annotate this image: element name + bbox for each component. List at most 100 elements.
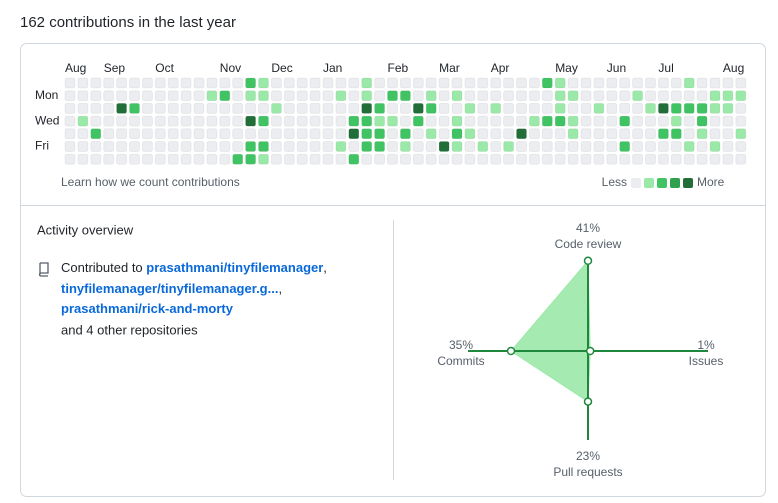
day-cell — [464, 128, 476, 140]
day-cell — [90, 115, 102, 127]
repo-link[interactable]: prasathmani/tinyfilemanager — [146, 260, 323, 275]
day-cell — [438, 153, 450, 165]
day-cell — [503, 77, 515, 89]
day-cell — [490, 102, 502, 114]
month-label: May — [555, 61, 578, 75]
day-cell — [64, 128, 76, 140]
day-cell — [593, 102, 605, 114]
day-cell — [64, 77, 76, 89]
day-cell — [270, 128, 282, 140]
day-cell — [361, 153, 373, 165]
day-cell — [477, 102, 489, 114]
day-cell — [309, 115, 321, 127]
day-cell — [387, 115, 398, 127]
day-cell — [696, 128, 708, 140]
day-cell — [348, 102, 360, 114]
day-cell — [722, 102, 734, 114]
day-cell — [399, 128, 411, 140]
day-cell — [735, 141, 747, 152]
day-cell — [619, 153, 631, 165]
day-cell — [554, 128, 566, 140]
day-cell — [477, 153, 489, 165]
day-cell — [154, 77, 166, 89]
day-cell — [219, 141, 231, 152]
day-cell — [425, 102, 437, 114]
day-cell — [412, 128, 424, 140]
day-cell — [438, 102, 450, 114]
repo-icon — [38, 262, 49, 277]
day-cell — [722, 128, 734, 140]
day-cell — [516, 128, 527, 140]
day-cell — [619, 90, 631, 102]
radar-category-label: Issues — [689, 354, 724, 368]
day-cell — [219, 153, 231, 165]
day-cell — [141, 153, 153, 165]
day-cell — [451, 102, 463, 114]
day-cell — [670, 102, 682, 114]
day-cell — [425, 90, 437, 102]
radar-point — [506, 346, 516, 356]
day-cell — [167, 90, 179, 102]
day-cell — [270, 77, 282, 89]
day-cell — [206, 153, 218, 165]
day-cell — [116, 90, 128, 102]
day-cell — [77, 115, 89, 127]
day-cell — [477, 90, 489, 102]
learn-link[interactable]: Learn how we count contributions — [61, 175, 240, 189]
activity-heading: Activity overview — [37, 222, 134, 237]
day-cell — [167, 153, 179, 165]
day-cell — [735, 115, 747, 127]
day-cell — [335, 77, 347, 89]
day-cell — [709, 128, 721, 140]
day-cell — [232, 115, 244, 127]
day-cell — [77, 128, 89, 140]
day-cell — [645, 115, 656, 127]
day-cell — [90, 102, 102, 114]
day-cell — [206, 128, 218, 140]
day-cell — [374, 153, 386, 165]
day-cell — [283, 77, 295, 89]
day-cell — [141, 128, 153, 140]
day-cell — [116, 77, 128, 89]
day-cell — [670, 128, 682, 140]
day-cell — [309, 128, 321, 140]
day-cell — [193, 153, 205, 165]
day-cell — [296, 141, 308, 152]
day-cell — [412, 153, 424, 165]
day-cell — [245, 128, 257, 140]
day-cell — [438, 141, 450, 152]
day-cell — [632, 141, 644, 152]
day-cell — [593, 90, 605, 102]
day-cell — [722, 77, 734, 89]
day-cell — [322, 153, 334, 165]
day-cell — [180, 77, 192, 89]
day-cell — [683, 115, 695, 127]
day-cell — [645, 90, 656, 102]
day-cell — [167, 141, 179, 152]
day-cell — [567, 115, 579, 127]
day-cell — [528, 90, 540, 102]
day-cell — [283, 90, 295, 102]
day-cell — [322, 115, 334, 127]
day-cell — [154, 115, 166, 127]
day-cell — [567, 141, 579, 152]
day-cell — [309, 153, 321, 165]
day-cell — [322, 102, 334, 114]
legend-swatch — [683, 178, 693, 188]
day-cell — [709, 153, 721, 165]
day-cell — [477, 141, 489, 152]
day-cell — [503, 90, 515, 102]
day-cell — [516, 153, 527, 165]
day-cell — [657, 90, 669, 102]
repo-link[interactable]: tinyfilemanager/tinyfilemanager.g... — [61, 281, 278, 296]
day-cell — [709, 77, 721, 89]
repo-link[interactable]: prasathmani/rick-and-morty — [61, 301, 234, 316]
day-cell — [696, 153, 708, 165]
day-cell — [632, 153, 644, 165]
day-cell — [709, 90, 721, 102]
day-cell — [219, 90, 231, 102]
day-cell — [645, 77, 656, 89]
day-cell — [206, 90, 218, 102]
radar-category-label: Pull requests — [553, 465, 622, 479]
